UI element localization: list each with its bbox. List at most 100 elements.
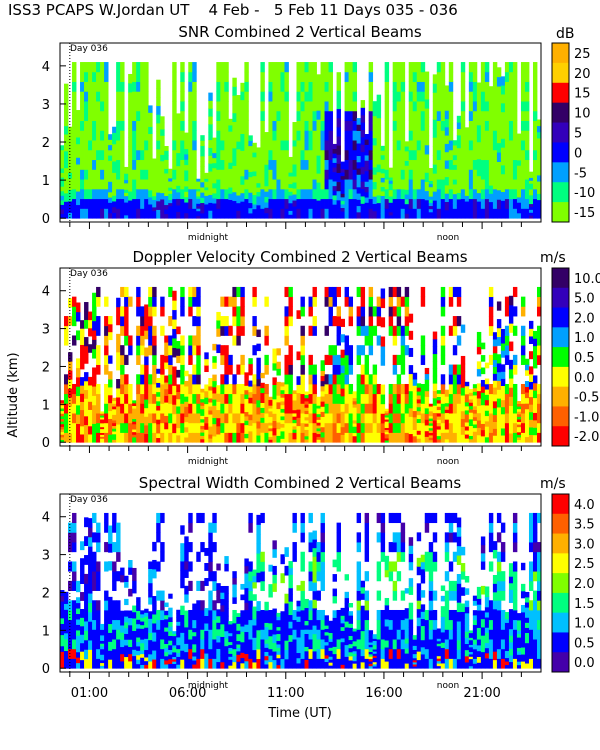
heatmap-cell	[204, 390, 209, 398]
heatmap-cell	[432, 648, 438, 659]
heatmap-cell	[228, 393, 233, 404]
heatmap-cell	[464, 138, 470, 145]
heatmap-cell	[404, 146, 410, 152]
heatmap-cell	[324, 91, 329, 102]
heatmap-cell	[116, 397, 121, 407]
heatmap-cell	[128, 383, 133, 395]
heatmap-cell	[176, 198, 181, 206]
heatmap-cell	[128, 661, 133, 669]
heatmap-cell	[496, 433, 502, 443]
heatmap-cell	[244, 130, 249, 141]
heatmap-cell	[232, 577, 237, 585]
heatmap-cell	[208, 178, 213, 188]
heatmap-cell	[124, 393, 129, 404]
heatmap-cell	[404, 422, 410, 433]
heatmap-cell	[336, 542, 341, 553]
heatmap-cell	[356, 345, 362, 356]
heatmap-cell	[84, 398, 89, 408]
heatmap-cell	[352, 169, 358, 180]
heatmap-cell	[160, 354, 165, 365]
heatmap-cell	[360, 188, 366, 197]
heatmap-cell	[348, 413, 354, 424]
heatmap-cell	[172, 319, 177, 330]
heatmap-cell	[444, 619, 450, 630]
heatmap-cell	[192, 383, 197, 395]
heatmap-cell	[160, 135, 165, 143]
heatmap-cell	[524, 188, 530, 200]
heatmap-cell	[312, 422, 317, 433]
heatmap-cell	[436, 91, 442, 102]
heatmap-cell	[188, 188, 193, 200]
heatmap-cell	[412, 641, 418, 644]
heatmap-cell	[244, 381, 249, 386]
heatmap-cell	[364, 212, 370, 219]
heatmap-cell	[84, 198, 89, 209]
heatmap-cell	[284, 658, 289, 669]
heatmap-cell	[228, 665, 233, 669]
heatmap-cell	[256, 371, 261, 380]
heatmap-cell	[396, 432, 402, 443]
heatmap-cell	[200, 395, 205, 400]
heatmap-cell	[356, 325, 362, 336]
heatmap-cell	[180, 208, 185, 219]
heatmap-cell	[468, 432, 474, 436]
heatmap-cell	[388, 571, 394, 582]
heatmap-cell	[304, 120, 309, 131]
heatmap-cell	[176, 126, 181, 134]
heatmap-cell	[440, 626, 446, 633]
heatmap-cell	[116, 406, 121, 416]
heatmap-cell	[336, 383, 341, 395]
heatmap-cell	[232, 335, 237, 346]
heatmap-cell	[352, 130, 358, 141]
heatmap-cell	[228, 205, 233, 213]
heatmap-cell	[64, 591, 69, 599]
heatmap-cell	[284, 81, 289, 92]
heatmap-cell	[120, 71, 125, 82]
heatmap-cell	[220, 159, 225, 170]
heatmap-cell	[276, 368, 281, 376]
heatmap-cell	[268, 130, 273, 141]
heatmap-cell	[200, 202, 205, 209]
heatmap-cell	[396, 542, 402, 553]
heatmap-cell	[296, 657, 301, 664]
heatmap-cell	[424, 190, 430, 201]
heatmap-cell	[236, 626, 241, 631]
heatmap-cell	[80, 558, 85, 568]
heatmap-cell	[496, 133, 502, 144]
heatmap-cell	[176, 205, 181, 213]
heatmap-cell	[400, 403, 406, 414]
heatmap-cell	[252, 286, 257, 298]
heatmap-cell	[400, 542, 406, 553]
heatmap-cell	[224, 316, 229, 327]
heatmap-cell	[164, 348, 169, 356]
heatmap-cell	[448, 383, 454, 395]
heatmap-cell	[280, 159, 285, 170]
heatmap-cell	[224, 188, 229, 200]
heatmap-cell	[388, 208, 394, 213]
heatmap-cell	[120, 574, 125, 583]
heatmap-cell	[220, 354, 225, 365]
heatmap-cell	[468, 428, 474, 433]
heatmap-cell	[80, 541, 85, 551]
heatmap-cell	[144, 631, 149, 636]
heatmap-cell	[332, 660, 337, 669]
heatmap-cell	[184, 396, 189, 402]
heatmap-cell	[248, 522, 253, 533]
heatmap-cell	[368, 81, 374, 92]
heatmap-cell	[248, 171, 253, 178]
heatmap-cell	[300, 169, 305, 180]
heatmap-cell	[304, 620, 309, 626]
heatmap-cell	[196, 393, 201, 404]
heatmap-cell	[408, 602, 414, 612]
heatmap-cell	[412, 159, 418, 170]
heatmap-cell	[180, 296, 185, 307]
heatmap-cell	[420, 354, 426, 365]
heatmap-cell	[76, 613, 81, 620]
heatmap-cell	[332, 143, 337, 149]
heatmap-cell	[380, 522, 386, 533]
heatmap-cell	[452, 325, 458, 336]
heatmap-cell	[376, 202, 382, 211]
heatmap-cell	[112, 542, 117, 553]
heatmap-cell	[296, 140, 301, 151]
heatmap-cell	[64, 201, 69, 211]
